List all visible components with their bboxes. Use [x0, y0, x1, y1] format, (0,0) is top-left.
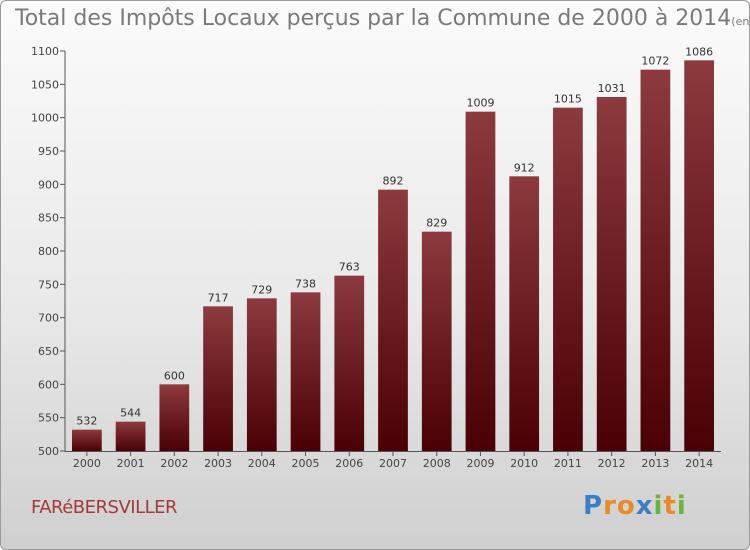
bar-value-label: 829	[426, 217, 447, 230]
logo-letter: i	[653, 491, 664, 521]
bar-value-label: 912	[514, 161, 535, 174]
y-tick-label: 1000	[31, 112, 59, 125]
bar-value-label: 544	[120, 407, 141, 420]
logo-letter: x	[635, 491, 654, 521]
x-tick-label: 2005	[292, 457, 320, 470]
bar-2001	[115, 421, 146, 451]
bar-2009	[465, 111, 496, 452]
x-tick-label: 2006	[335, 457, 363, 470]
proxiti-logo: Proxiti	[583, 491, 687, 521]
commune-name: FARéBERSVILLER	[31, 497, 178, 518]
y-tick-label: 950	[38, 145, 59, 158]
bar-2005	[290, 292, 321, 451]
bar-2013	[640, 69, 671, 452]
bar-value-label: 892	[383, 175, 404, 188]
bar-value-label: 1031	[598, 82, 626, 95]
x-tick-label: 2013	[641, 457, 669, 470]
bar-2002	[159, 384, 190, 451]
x-tick-label: 2002	[160, 457, 188, 470]
logo-letter: o	[616, 491, 636, 521]
bar-2008	[421, 231, 452, 451]
logo-letter: r	[603, 491, 617, 521]
logo-letter: t	[663, 491, 677, 521]
bar-value-label: 717	[208, 291, 229, 304]
bar-value-label: 1015	[554, 93, 582, 106]
bar-2007	[378, 189, 408, 451]
bar-value-label: 763	[339, 261, 360, 274]
bar-value-label: 738	[295, 277, 316, 290]
chart-subtitle: (en milliers d'€)	[731, 15, 750, 28]
x-tick-label: 2007	[379, 457, 407, 470]
x-tick-label: 2008	[423, 457, 451, 470]
y-tick-label: 800	[38, 245, 59, 258]
x-tick-label: 2009	[466, 457, 494, 470]
bar-2004	[246, 298, 277, 451]
bar-value-label: 1086	[685, 45, 713, 58]
bar-2003	[203, 306, 233, 451]
y-tick-label: 500	[38, 445, 59, 458]
x-tick-label: 2010	[510, 457, 538, 470]
y-tick-label: 1050	[31, 78, 59, 91]
x-tick-label: 2000	[73, 457, 101, 470]
x-tick-label: 2012	[598, 457, 626, 470]
bar-2000	[71, 429, 102, 451]
chart-title: Total des Impôts Locaux perçus par la Co…	[15, 6, 750, 31]
x-axis: 2000 2001 2002 2003 2004 2005 2006 2007 2008 2009…	[65, 451, 721, 470]
y-tick-label: 850	[38, 212, 59, 225]
y-tick-label: 550	[38, 412, 59, 425]
y-tick-label: 900	[38, 178, 59, 191]
bar-value-label: 600	[164, 369, 185, 382]
bar-value-label: 729	[251, 283, 272, 296]
bar-2011	[553, 107, 583, 452]
bar-value-label: 1072	[641, 55, 669, 68]
x-tick-label: 2014	[685, 457, 713, 470]
bar-2014	[684, 60, 715, 451]
x-tick-label: 2004	[248, 457, 276, 470]
y-tick-label: 750	[38, 278, 59, 291]
x-tick-label: 2001	[117, 457, 145, 470]
x-tick-label: 2011	[554, 457, 582, 470]
y-tick-label: 650	[38, 345, 59, 358]
y-tick-label: 600	[38, 378, 59, 391]
logo-letter: P	[583, 491, 604, 521]
x-tick-label: 2003	[204, 457, 232, 470]
bars-group: 532 544 600 717 729 738 763 892 829 1009 912 1015 10…	[71, 45, 715, 452]
y-tick-label: 700	[38, 312, 59, 325]
bar-value-label: 532	[76, 415, 97, 428]
bar-value-label: 1009	[466, 97, 494, 110]
logo-letter: i	[676, 491, 687, 521]
bar-2010	[509, 176, 540, 452]
bar-2006	[334, 275, 365, 451]
bar-2012	[596, 97, 627, 451]
y-tick-label: 1100	[31, 45, 59, 58]
y-axis: 500 550 600 650 700 750 800 850 900 950 1000 1050 11…	[31, 45, 66, 458]
